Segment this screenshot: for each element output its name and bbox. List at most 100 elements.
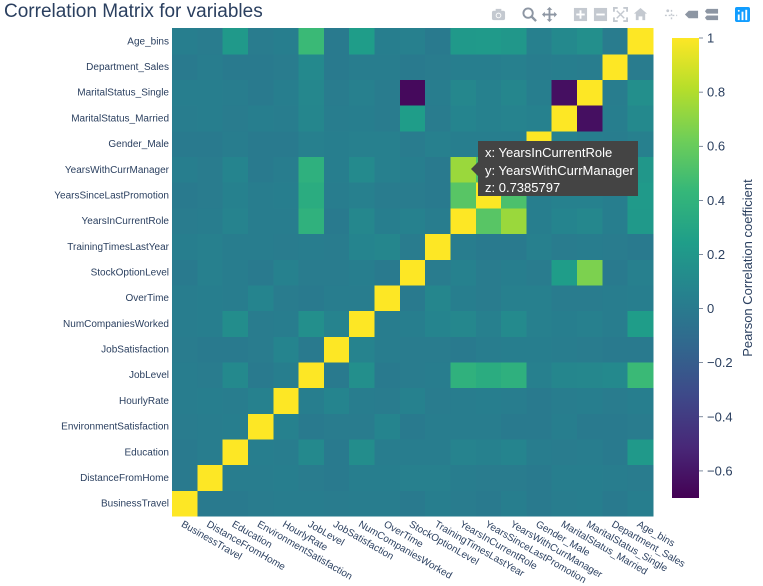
heatmap-cell[interactable] xyxy=(247,79,274,106)
heatmap-cell[interactable] xyxy=(450,413,477,440)
heatmap-cell[interactable] xyxy=(222,105,249,132)
heatmap-cell[interactable] xyxy=(247,387,274,414)
heatmap-cell[interactable] xyxy=(197,105,224,132)
heatmap-cell[interactable] xyxy=(627,207,654,235)
heatmap-cell[interactable] xyxy=(551,53,578,80)
heatmap-cell[interactable] xyxy=(247,259,274,286)
heatmap-cell[interactable] xyxy=(172,490,198,517)
heatmap-cell[interactable] xyxy=(425,105,452,132)
heatmap-cell[interactable] xyxy=(374,28,401,55)
heatmap-cell[interactable] xyxy=(475,438,502,466)
heatmap-cell[interactable] xyxy=(501,259,528,286)
heatmap-cell[interactable] xyxy=(247,233,274,260)
heatmap-cell[interactable] xyxy=(475,284,502,312)
heatmap-cell[interactable] xyxy=(425,156,452,183)
heatmap-cell[interactable] xyxy=(551,259,578,286)
heatmap-cell[interactable] xyxy=(197,259,224,286)
heatmap-cell[interactable] xyxy=(627,105,654,132)
heatmap-cell[interactable] xyxy=(526,79,553,106)
heatmap-cell[interactable] xyxy=(298,361,325,389)
heatmap-cell[interactable] xyxy=(475,233,502,260)
heatmap-cell[interactable] xyxy=(172,284,198,312)
heatmap-cell[interactable] xyxy=(425,413,452,440)
heatmap-cell[interactable] xyxy=(323,53,350,80)
heatmap-cell[interactable] xyxy=(298,53,325,80)
heatmap-cell[interactable] xyxy=(222,156,249,183)
heatmap-cell[interactable] xyxy=(197,53,224,80)
heatmap-cell[interactable] xyxy=(323,233,350,260)
heatmap-cell[interactable] xyxy=(501,28,528,55)
heatmap-cell[interactable] xyxy=(222,310,249,337)
heatmap-cell[interactable] xyxy=(577,28,603,55)
plotly-logo-icon[interactable] xyxy=(734,6,751,23)
heatmap-cell[interactable] xyxy=(273,464,300,491)
heatmap-cell[interactable] xyxy=(501,310,528,337)
heatmap-cell[interactable] xyxy=(323,490,350,517)
heatmap-cell[interactable] xyxy=(602,284,629,312)
heatmap-cell[interactable] xyxy=(349,361,376,389)
heatmap-cell[interactable] xyxy=(577,361,603,389)
heatmap-cell[interactable] xyxy=(526,413,553,440)
heatmap-cell[interactable] xyxy=(197,130,224,158)
heatmap-cell[interactable] xyxy=(247,207,274,235)
heatmap-cell[interactable] xyxy=(551,361,578,389)
heatmap-cell[interactable] xyxy=(627,53,654,80)
heatmap-cell[interactable] xyxy=(602,79,629,106)
zoom-in-icon[interactable] xyxy=(572,6,589,23)
heatmap-cell[interactable] xyxy=(298,182,325,209)
heatmap-cell[interactable] xyxy=(273,53,300,80)
heatmap-cell[interactable] xyxy=(298,130,325,158)
heatmap-cell[interactable] xyxy=(501,438,528,466)
heatmap-cell[interactable] xyxy=(577,464,603,491)
heatmap-cell[interactable] xyxy=(172,387,198,414)
heatmap-cell[interactable] xyxy=(399,53,426,80)
heatmap-cell[interactable] xyxy=(298,79,325,106)
heatmap-cell[interactable] xyxy=(298,413,325,440)
heatmap-cell[interactable] xyxy=(273,336,300,363)
heatmap-cell[interactable] xyxy=(323,310,350,337)
heatmap-cell[interactable] xyxy=(298,156,325,183)
heatmap-cell[interactable] xyxy=(349,310,376,337)
heatmap-cell[interactable] xyxy=(551,413,578,440)
heatmap-cell[interactable] xyxy=(349,53,376,80)
heatmap-cell[interactable] xyxy=(475,53,502,80)
heatmap-cell[interactable] xyxy=(298,464,325,491)
heatmap-cell[interactable] xyxy=(222,28,249,55)
heatmap-cell[interactable] xyxy=(298,105,325,132)
heatmap-cell[interactable] xyxy=(399,182,426,209)
heatmap-cell[interactable] xyxy=(323,387,350,414)
heatmap-cell[interactable] xyxy=(501,233,528,260)
heatmap-cell[interactable] xyxy=(602,53,629,80)
heatmap-cell[interactable] xyxy=(475,207,502,235)
heatmap-cell[interactable] xyxy=(551,336,578,363)
heatmap-cells[interactable] xyxy=(172,28,654,517)
camera-icon[interactable] xyxy=(490,6,507,23)
heatmap-cell[interactable] xyxy=(247,310,274,337)
heatmap-cell[interactable] xyxy=(399,336,426,363)
heatmap-cell[interactable] xyxy=(197,79,224,106)
heatmap-cell[interactable] xyxy=(197,387,224,414)
heatmap-cell[interactable] xyxy=(450,207,477,235)
heatmap-cell[interactable] xyxy=(172,130,198,158)
heatmap-cell[interactable] xyxy=(551,464,578,491)
heatmap-cell[interactable] xyxy=(501,53,528,80)
heatmap-cell[interactable] xyxy=(374,259,401,286)
heatmap-cell[interactable] xyxy=(577,53,603,80)
heatmap-cell[interactable] xyxy=(298,438,325,466)
heatmap-cell[interactable] xyxy=(602,464,629,491)
heatmap-cell[interactable] xyxy=(450,438,477,466)
heatmap-cell[interactable] xyxy=(222,182,249,209)
heatmap-cell[interactable] xyxy=(323,105,350,132)
heatmap-cell[interactable] xyxy=(323,336,350,363)
heatmap-cell[interactable] xyxy=(526,387,553,414)
heatmap-cell[interactable] xyxy=(374,464,401,491)
heatmap-cell[interactable] xyxy=(577,336,603,363)
heatmap-cell[interactable] xyxy=(247,53,274,80)
heatmap-cell[interactable] xyxy=(501,105,528,132)
heatmap-cell[interactable] xyxy=(247,284,274,312)
heatmap-cell[interactable] xyxy=(273,259,300,286)
heatmap-cell[interactable] xyxy=(323,413,350,440)
heatmap-cell[interactable] xyxy=(323,284,350,312)
heatmap-cell[interactable] xyxy=(425,79,452,106)
heatmap-cell[interactable] xyxy=(273,28,300,55)
